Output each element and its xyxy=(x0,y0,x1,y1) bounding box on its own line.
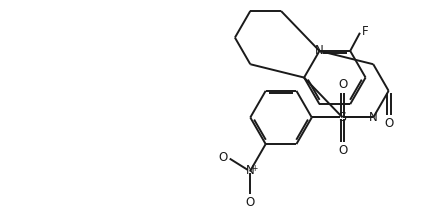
Text: O: O xyxy=(384,117,393,131)
Text: O: O xyxy=(246,197,255,209)
Text: F: F xyxy=(362,25,368,38)
Text: S: S xyxy=(339,111,346,124)
Text: N: N xyxy=(315,45,324,57)
Text: N: N xyxy=(369,111,378,124)
Text: N: N xyxy=(246,164,255,177)
Text: O: O xyxy=(218,151,227,164)
Text: +: + xyxy=(251,164,258,173)
Text: O: O xyxy=(338,144,347,157)
Text: O: O xyxy=(338,78,347,91)
